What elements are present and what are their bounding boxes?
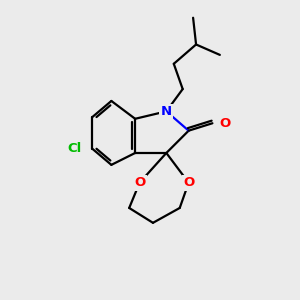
Text: N: N bbox=[161, 105, 172, 118]
Text: O: O bbox=[134, 176, 145, 189]
Text: O: O bbox=[220, 117, 231, 130]
Text: Cl: Cl bbox=[68, 142, 82, 155]
Text: O: O bbox=[183, 176, 194, 189]
